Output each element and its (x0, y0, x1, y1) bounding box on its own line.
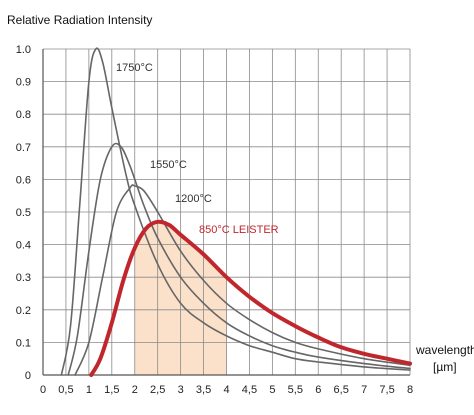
x-tick-label: 3 (178, 384, 184, 396)
series-line-3 (89, 219, 412, 377)
x-tick-label: 7,5 (379, 384, 394, 396)
series-line-2 (74, 184, 411, 376)
curve-label-1750: 1750°C (116, 62, 153, 74)
y-tick-label: 0.6 (16, 174, 31, 186)
x-tick-label: 2 (132, 384, 138, 396)
x-tick-label: 1,5 (104, 384, 119, 396)
y-tick-label: 0.9 (16, 77, 31, 89)
series-line-1 (67, 142, 411, 376)
x-tick-label: 3,5 (196, 384, 211, 396)
curve-label-1550: 1550°C (150, 159, 187, 171)
series-line-0 (60, 47, 411, 376)
x-tick-label: 0,5 (58, 384, 73, 396)
y-tick-label: 0.1 (16, 337, 31, 349)
y-tick-label: 0 (25, 370, 31, 382)
x-axis-unit: [µm] (433, 360, 457, 374)
y-tick-label: 0.3 (16, 272, 31, 284)
x-tick-label: 6 (315, 384, 321, 396)
y-tick-label: 0.7 (16, 142, 31, 154)
y-tick-label: 0.5 (16, 207, 31, 219)
x-tick-label: 8 (407, 384, 413, 396)
y-tick-label: 0.8 (16, 109, 31, 121)
x-axis-title: wavelength (415, 343, 474, 357)
x-tick-label: 5,5 (288, 384, 303, 396)
grid-layer (42, 48, 411, 376)
y-tick-label: 1.0 (16, 44, 31, 56)
curve-label-850-leister: 850°C LEISTER (199, 224, 279, 236)
y-tick-label: 0.4 (16, 240, 31, 252)
y-tick-label: 0.2 (16, 305, 31, 317)
curve-label-1200: 1200°C (175, 193, 212, 205)
x-tick-label: 7 (361, 384, 367, 396)
y-axis-title: Relative Radiation Intensity (7, 13, 152, 27)
curve-layer (60, 47, 412, 377)
x-tick-label: 6,5 (334, 384, 349, 396)
x-tick-label: 4,5 (242, 384, 257, 396)
tick-layer: 0 0,5 1 1,5 2 2,5 3 3,5 4 4,5 5 5,5 6 6,5 7 7,5 8 0 0.1 0.2… (16, 44, 413, 396)
x-tick-label: 1 (86, 384, 92, 396)
x-tick-label: 5 (269, 384, 275, 396)
x-tick-label: 2,5 (150, 384, 165, 396)
x-tick-label: 0 (40, 384, 46, 396)
x-tick-label: 4 (223, 384, 229, 396)
